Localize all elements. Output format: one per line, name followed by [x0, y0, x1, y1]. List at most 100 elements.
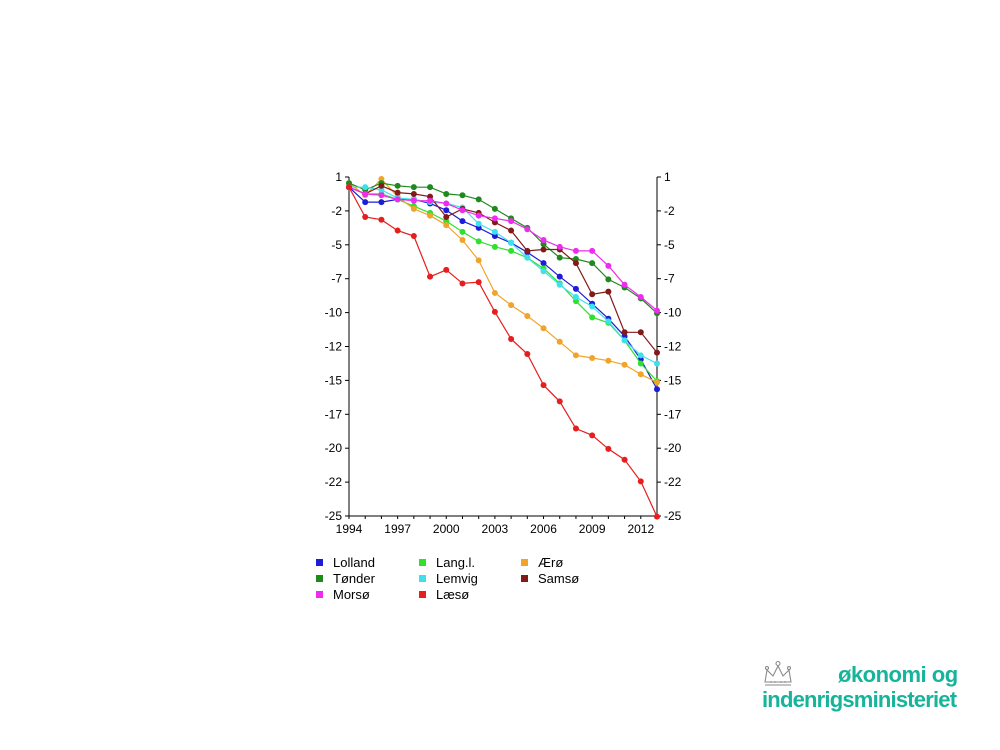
data-point [459, 280, 466, 287]
legend-item: Samsø [521, 571, 579, 586]
data-point [556, 273, 563, 280]
data-point [459, 228, 466, 235]
data-point [475, 212, 482, 219]
series-Lolland [346, 184, 660, 393]
data-point [394, 196, 401, 203]
x-tick-label: 2000 [433, 522, 460, 536]
data-point [654, 307, 660, 314]
data-point [475, 279, 482, 286]
chart-tick-labels: 1 1 -2 -2 -5 -5 -7 -7 -10 -10 -12 -12 -15 -15 -17 -17 -2… [325, 170, 682, 536]
legend-swatch [521, 559, 528, 567]
legend-label: Tønder [333, 571, 375, 586]
y-tick-label-right: -2 [664, 204, 675, 218]
series-Samsø [346, 182, 660, 356]
data-point [378, 199, 385, 206]
legend-label: Ærø [538, 555, 564, 570]
data-point [508, 336, 515, 343]
data-point [378, 192, 385, 199]
data-point [394, 182, 401, 189]
legend-swatch [419, 559, 426, 567]
data-point [540, 325, 547, 332]
data-point [621, 361, 628, 368]
data-point [508, 302, 515, 309]
data-point [637, 360, 644, 367]
x-tick-label: 2006 [530, 522, 557, 536]
data-point [589, 303, 596, 310]
data-point [378, 182, 385, 189]
legend-swatch [419, 591, 426, 599]
x-tick-label: 2009 [579, 522, 606, 536]
legend-swatch [521, 575, 528, 583]
data-point [621, 281, 628, 288]
data-point [654, 379, 660, 386]
legend-swatch [316, 591, 323, 599]
legend-label: Lang.l. [436, 555, 476, 570]
data-point [410, 190, 417, 197]
legend-label: Lolland [333, 555, 375, 570]
data-point [362, 199, 369, 206]
legend-item: Ærø [521, 555, 563, 570]
data-point [427, 184, 434, 191]
legend-item: Tønder [316, 571, 375, 586]
data-point [443, 266, 450, 273]
data-point [491, 205, 498, 212]
data-point [637, 371, 644, 378]
data-point [524, 254, 531, 261]
logo-text-line2: indenrigsministeriet [762, 687, 957, 712]
y-tick-label-left: 1 [335, 170, 342, 184]
data-point [572, 294, 579, 301]
y-tick-label-left: -25 [325, 509, 343, 523]
y-tick-label-left: -7 [331, 272, 342, 286]
data-point [394, 227, 401, 234]
data-point [556, 338, 563, 345]
data-point [540, 260, 547, 267]
data-point [427, 273, 434, 280]
y-tick-label-right: -10 [664, 306, 682, 320]
data-point [346, 184, 352, 191]
x-tick-label: 1997 [384, 522, 411, 536]
y-tick-label-left: -12 [325, 340, 343, 354]
y-tick-label-left: -17 [325, 407, 343, 421]
data-point [410, 205, 417, 212]
data-point [540, 382, 547, 389]
series-line [348, 186, 658, 517]
chart-series [346, 176, 660, 520]
data-point [362, 190, 369, 197]
data-point [556, 281, 563, 288]
ministry-logo: økonomi og indenrigsministeriet [758, 658, 968, 718]
data-point [589, 314, 596, 321]
y-tick-label-right: -17 [664, 407, 682, 421]
data-point [524, 350, 531, 357]
series-Lemvig [346, 184, 660, 367]
data-point [605, 288, 612, 295]
data-point [589, 247, 596, 254]
data-point [410, 184, 417, 191]
data-point [508, 247, 515, 254]
legend-label: Læsø [436, 587, 470, 602]
data-point [654, 360, 660, 367]
data-point [410, 197, 417, 204]
data-point [637, 294, 644, 301]
x-tick-label: 1994 [336, 522, 363, 536]
data-point [605, 262, 612, 269]
legend-swatch [316, 559, 323, 567]
data-point [427, 197, 434, 204]
y-tick-label-right: -25 [664, 509, 682, 523]
data-point [443, 222, 450, 229]
data-point [589, 355, 596, 362]
y-tick-label-left: -10 [325, 306, 343, 320]
data-point [540, 237, 547, 244]
data-point [475, 220, 482, 227]
chart-legend: Lolland Tønder Morsø Lang.l. Lemvig Læsø Ærø Sa… [316, 555, 616, 605]
series-line [348, 182, 658, 314]
data-point [605, 445, 612, 452]
chart-axes [345, 176, 661, 519]
y-tick-label-left: -20 [325, 441, 343, 455]
data-point [362, 184, 369, 191]
legend-label: Samsø [538, 571, 580, 586]
crown-icon [764, 660, 792, 686]
data-point [475, 257, 482, 264]
data-point [524, 226, 531, 233]
data-point [621, 337, 628, 344]
